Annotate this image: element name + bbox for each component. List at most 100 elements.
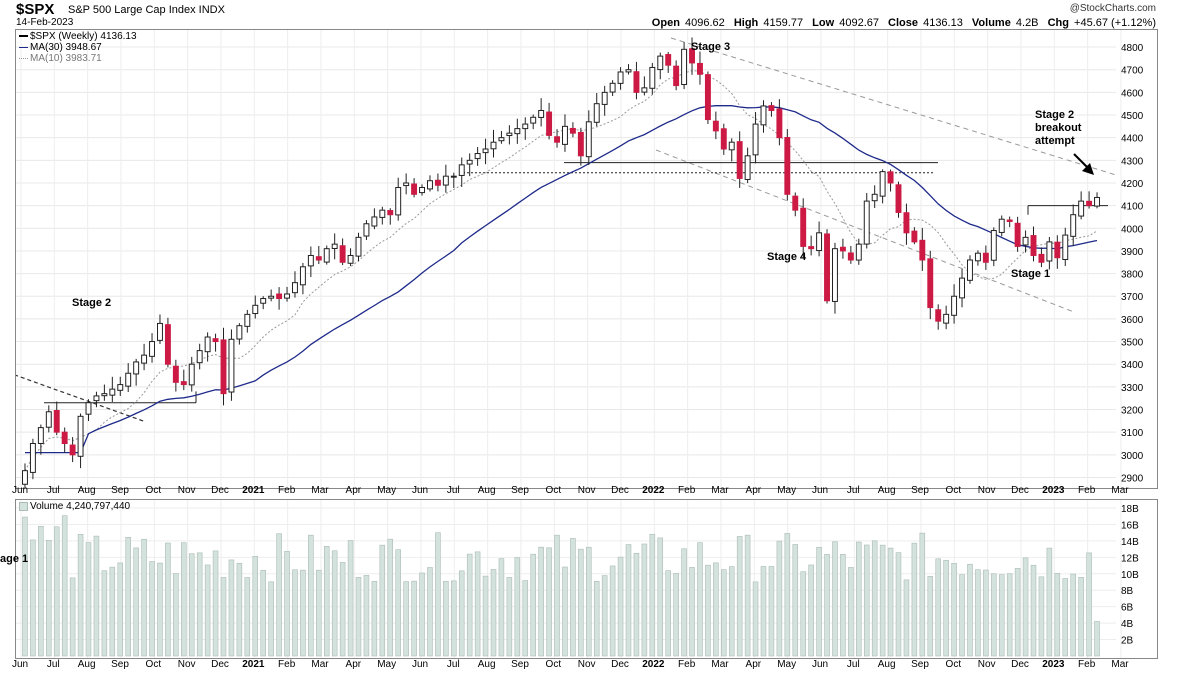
candle-body (863, 200, 870, 245)
candle-body (800, 207, 807, 247)
candle (109, 376, 116, 402)
price-y-tick-label: 3400 (1121, 360, 1144, 371)
candle (331, 233, 338, 260)
volume-y-tick-label: 4B (1121, 619, 1134, 630)
candle (728, 138, 735, 162)
candle (292, 271, 298, 298)
candle-body (744, 155, 751, 180)
volume-bar (1014, 568, 1021, 657)
candle-body (601, 91, 608, 105)
volume-bar (562, 566, 568, 657)
volume-bar (196, 552, 203, 657)
volume-y-tick-label: 12B (1121, 553, 1139, 564)
legend-volume: Volume 4,240,797,440 (19, 501, 130, 512)
volume-bar (173, 573, 179, 657)
candle (371, 208, 378, 230)
candle-body (538, 109, 545, 118)
volume-bar (212, 550, 219, 657)
volume-bar (323, 546, 330, 657)
volume-bar (570, 538, 576, 657)
volume-bar (736, 536, 743, 657)
volume-y-tick-label: 14B (1121, 537, 1139, 548)
candle-body (982, 252, 989, 263)
volume-bar (1006, 573, 1013, 657)
volume-bar (498, 558, 505, 657)
index-name: S&P 500 Large Cap Index INDX (68, 4, 225, 16)
candle-body (149, 341, 155, 357)
volume-x-tick-label: May (777, 659, 796, 670)
volume-bar (689, 567, 695, 657)
volume-bar (228, 559, 235, 657)
candle-body (284, 293, 290, 299)
candle (554, 129, 560, 148)
volume-panel[interactable]: 2B 4B 6B 8B 10B 12B 14B 16B 18B Volume 4,240,797… (15, 499, 1158, 659)
volume-chart[interactable]: 2B 4B 6B 8B 10B 12B 14B 16B 18B (16, 500, 1157, 658)
candle-body (689, 48, 695, 64)
volume-bar (593, 580, 600, 657)
candle (101, 384, 108, 401)
candle-body (276, 293, 283, 300)
candle-body (29, 442, 36, 473)
volume-bar (77, 534, 84, 657)
candle (180, 369, 187, 391)
candle-body (832, 248, 838, 302)
candle-body (53, 410, 60, 433)
volume-x-tick-label: Oct (146, 659, 162, 670)
candle (625, 64, 632, 75)
price-y-tick-label: 3300 (1121, 383, 1144, 394)
volume-x-tick-label: Aug (478, 659, 496, 670)
candle (744, 147, 751, 184)
volume-y-tick-label: 10B (1121, 570, 1139, 581)
volume-bar (705, 564, 711, 657)
volume-bar (451, 580, 457, 657)
volume-bar (625, 544, 632, 657)
candle (927, 250, 934, 320)
candle (403, 173, 410, 195)
legend-price-swatch (19, 35, 28, 38)
volume-bar (85, 542, 92, 657)
candle-body (530, 116, 537, 124)
candle (212, 333, 219, 352)
candle-body (554, 136, 560, 143)
candle-body (871, 193, 878, 202)
candle-body (133, 361, 140, 375)
high-label: High (733, 17, 759, 29)
volume-bar (824, 554, 830, 657)
price-chart[interactable]: 2900 3000 3100 3200 3300 3400 3500 3600 3700 3800… (16, 30, 1157, 488)
volume-bar (1070, 573, 1076, 657)
stage4-lower-trendline (655, 149, 1075, 313)
candle-body (974, 252, 981, 262)
candle-body (188, 363, 195, 386)
candle-body (792, 195, 799, 211)
price-panel[interactable]: 2900 3000 3100 3200 3300 3400 3500 3600 3700 3800… (15, 29, 1158, 489)
volume-bar (22, 516, 28, 657)
candle-body (736, 141, 743, 179)
price-y-tick-label: 3200 (1121, 406, 1144, 417)
candle-body (244, 313, 251, 327)
candle-body (1006, 219, 1013, 222)
candle-body (77, 415, 84, 457)
chg-label: Chg (1047, 17, 1069, 29)
price-y-tick-label: 3700 (1121, 292, 1144, 303)
candle-body (506, 132, 513, 137)
candle-body (816, 232, 823, 252)
candle (411, 178, 418, 198)
candle (641, 76, 648, 96)
candle-body (172, 365, 179, 383)
candle-body (649, 66, 656, 89)
volume-bar (586, 546, 592, 657)
volume-bar (832, 541, 838, 657)
candle (998, 215, 1005, 237)
candle (363, 220, 370, 240)
volume-bar (601, 575, 608, 657)
volume-x-tick-label: Mar (711, 659, 729, 670)
candle (943, 305, 950, 330)
candle (546, 102, 553, 140)
candle (395, 177, 402, 221)
volume-bar (760, 566, 767, 657)
candle-body (498, 137, 505, 142)
volume-label: Volume (971, 17, 1011, 29)
candle-body (22, 470, 28, 485)
candle-body (998, 218, 1005, 233)
volume-bar (268, 581, 274, 657)
